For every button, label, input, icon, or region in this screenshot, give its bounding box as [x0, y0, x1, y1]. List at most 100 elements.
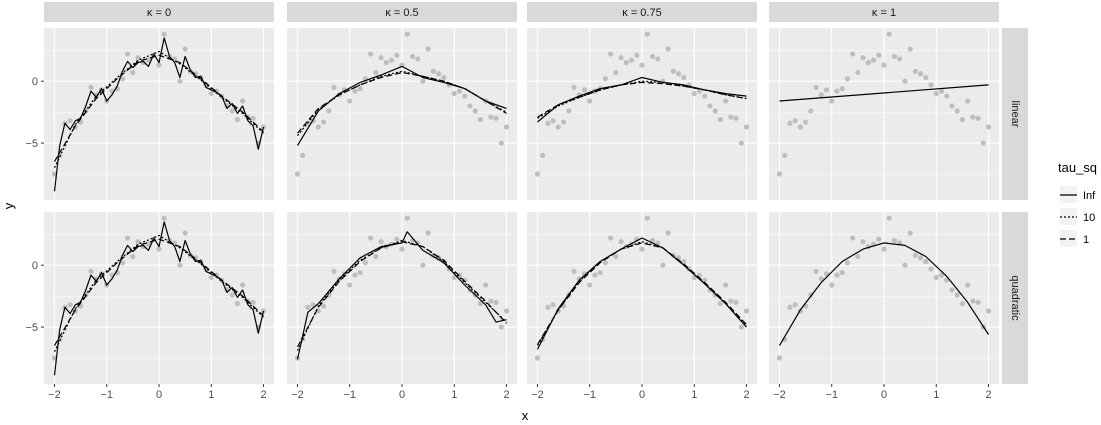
- data-point: [378, 55, 383, 60]
- data-point: [373, 70, 378, 75]
- data-point: [850, 235, 855, 240]
- x-tick-label: −2: [773, 389, 786, 401]
- data-point: [368, 51, 373, 56]
- data-point: [793, 302, 798, 307]
- data-point: [405, 216, 410, 221]
- data-point: [420, 79, 425, 84]
- data-point: [887, 216, 892, 221]
- data-point: [923, 75, 928, 80]
- data-point: [881, 63, 886, 68]
- data-point: [250, 116, 255, 121]
- data-point: [436, 71, 441, 76]
- data-point: [363, 260, 368, 265]
- data-point: [394, 53, 399, 58]
- data-point: [798, 124, 803, 129]
- data-point: [352, 273, 357, 278]
- y-axis-title: y: [1, 202, 16, 209]
- data-point: [850, 51, 855, 56]
- data-point: [787, 305, 792, 310]
- data-point: [603, 260, 608, 265]
- data-point: [934, 91, 939, 96]
- data-point: [777, 355, 782, 360]
- data-point: [493, 116, 498, 121]
- data-point: [949, 103, 954, 108]
- data-point: [457, 89, 462, 94]
- data-point: [808, 108, 813, 113]
- y-tick-label: 0: [32, 260, 38, 272]
- data-point: [793, 118, 798, 123]
- data-point: [733, 116, 738, 121]
- data-point: [209, 275, 214, 280]
- data-point: [824, 87, 829, 92]
- data-point: [777, 171, 782, 176]
- data-point: [829, 98, 834, 103]
- data-point: [681, 75, 686, 80]
- panel-0-linear: [44, 28, 274, 200]
- data-point: [613, 70, 618, 75]
- data-point: [488, 298, 493, 303]
- data-point: [156, 63, 161, 68]
- data-point: [970, 114, 975, 119]
- data-point: [955, 108, 960, 113]
- data-point: [394, 237, 399, 242]
- data-point: [908, 230, 913, 235]
- data-point: [177, 263, 182, 268]
- facet-strip-label: linear: [1009, 101, 1021, 128]
- legend: Inf101: [1060, 186, 1096, 247]
- data-point: [452, 91, 457, 96]
- data-point: [876, 237, 881, 242]
- data-point: [347, 98, 352, 103]
- data-point: [986, 308, 991, 313]
- data-point: [702, 93, 707, 98]
- data-point: [650, 54, 655, 59]
- data-point: [913, 253, 918, 258]
- data-point: [608, 51, 613, 56]
- data-point: [373, 254, 378, 259]
- data-point: [473, 108, 478, 113]
- x-tick-label: −2: [531, 389, 544, 401]
- data-point: [813, 269, 818, 274]
- data-point: [744, 124, 749, 129]
- data-point: [639, 63, 644, 68]
- data-point: [660, 263, 665, 268]
- data-point: [504, 308, 509, 313]
- data-point: [535, 355, 540, 360]
- data-point: [587, 98, 592, 103]
- data-point: [235, 301, 240, 306]
- panel-0-5-linear: [287, 28, 517, 200]
- data-point: [426, 230, 431, 235]
- data-point: [986, 124, 991, 129]
- data-point: [331, 269, 336, 274]
- data-point: [545, 305, 550, 310]
- x-tick-label: 1: [451, 389, 457, 401]
- data-point: [240, 282, 245, 287]
- data-point: [908, 46, 913, 51]
- x-tick-label: 0: [881, 389, 887, 401]
- data-point: [566, 108, 571, 113]
- data-point: [845, 260, 850, 265]
- data-point: [613, 254, 618, 259]
- data-point: [156, 247, 161, 252]
- legend-label: 1: [1083, 234, 1089, 246]
- data-point: [551, 302, 556, 307]
- data-point: [488, 114, 493, 119]
- data-point: [295, 171, 300, 176]
- data-point: [587, 282, 592, 287]
- legend-label: 10: [1083, 212, 1095, 224]
- data-point: [462, 93, 467, 98]
- data-point: [399, 247, 404, 252]
- y-tick-label: −5: [25, 138, 38, 150]
- data-point: [739, 324, 744, 329]
- panel-0-75-linear: [527, 28, 757, 200]
- data-point: [639, 247, 644, 252]
- facet-strip-label: κ = 0.75: [622, 7, 661, 19]
- data-point: [970, 298, 975, 303]
- data-point: [934, 275, 939, 280]
- data-point: [504, 124, 509, 129]
- data-point: [913, 69, 918, 74]
- x-tick-label: −1: [583, 389, 596, 401]
- data-point: [666, 46, 671, 51]
- data-point: [209, 91, 214, 96]
- facet-strip-label: κ = 0.5: [385, 7, 418, 19]
